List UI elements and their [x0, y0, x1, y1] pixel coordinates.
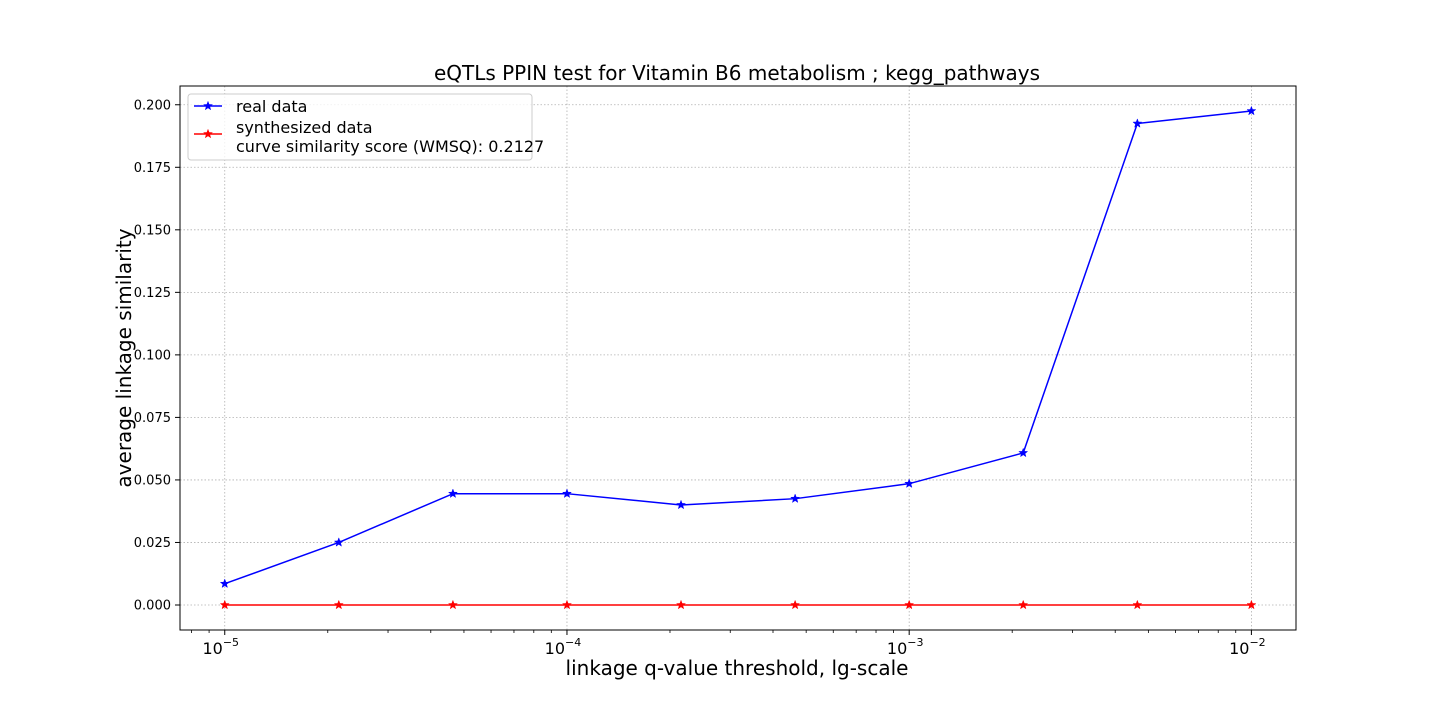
x-tick-label: 10−5 — [202, 636, 239, 658]
legend-box — [187, 93, 533, 161]
y-tick-label: 0.025 — [134, 536, 171, 551]
y-axis-label: average linkage similarity — [112, 228, 136, 487]
x-tick-label: 10−4 — [545, 636, 582, 658]
data-point — [1246, 105, 1257, 116]
x-tick-base: 10 — [202, 639, 222, 658]
series-1 — [219, 599, 1257, 610]
data-point — [447, 599, 458, 610]
data-point — [790, 599, 801, 610]
x-tick-exponent: −5 — [223, 636, 239, 649]
x-axis-label: linkage q-value threshold, lg-scale — [566, 656, 909, 680]
y-tick-label: 0.000 — [134, 598, 171, 613]
x-tick-label: 10−2 — [1229, 636, 1266, 658]
legend-label: real data — [236, 97, 307, 116]
legend-entry: real data — [194, 97, 307, 116]
x-tick-exponent: −4 — [565, 636, 581, 649]
y-axis: 0.000 0.025 0.050 0.075 0.100 0.125 0.150 0.175… — [134, 98, 180, 613]
x-tick-base: 10 — [887, 639, 907, 658]
y-tick-label: 0.150 — [134, 223, 171, 238]
series-0 — [219, 105, 1257, 589]
legend-marker — [202, 100, 214, 111]
data-point — [1018, 599, 1029, 610]
x-tick-base: 10 — [1229, 639, 1249, 658]
data-point — [904, 478, 915, 488]
data-point — [790, 493, 801, 504]
data-point — [1018, 447, 1029, 458]
data-point — [219, 599, 230, 610]
legend: real data synthesized data curve similarit… — [187, 93, 544, 161]
x-tick-base: 10 — [545, 639, 565, 658]
data-point — [904, 599, 915, 610]
chart-title: eQTLs PPIN test for Vitamin B6 metabolis… — [434, 61, 1040, 85]
data-point — [1246, 599, 1257, 610]
legend-label-line: curve similarity score (WMSQ): 0.2127 — [236, 137, 544, 156]
data-point — [447, 488, 458, 499]
series-line — [224, 110, 1252, 585]
data-point — [561, 599, 573, 610]
data-point — [333, 537, 344, 547]
x-axis: 10−5 10−4 10−3 10−2 — [191, 630, 1266, 658]
x-tick-exponent: −3 — [907, 636, 923, 649]
plot-frame — [179, 85, 1297, 631]
legend-entry: synthesized data curve similarity score (… — [194, 118, 544, 156]
series-layer — [219, 105, 1257, 610]
y-tick-label: 0.050 — [134, 473, 171, 488]
y-tick-label: 0.125 — [134, 286, 171, 301]
y-tick-label: 0.100 — [134, 348, 171, 363]
y-tick-label: 0.075 — [134, 411, 171, 426]
legend-label: synthesized data curve similarity score (… — [236, 118, 544, 156]
legend-marker — [202, 128, 214, 139]
y-tick-label: 0.200 — [134, 98, 171, 113]
x-tick-exponent: −2 — [1249, 636, 1265, 649]
x-tick-label: 10−3 — [887, 636, 924, 658]
grid — [180, 86, 1296, 630]
data-point — [561, 488, 573, 499]
y-tick-label: 0.175 — [134, 161, 171, 176]
data-point — [219, 578, 230, 589]
legend-label-line: real data — [236, 97, 307, 116]
legend-label-line: synthesized data — [236, 118, 373, 137]
data-point — [333, 599, 344, 610]
data-point — [675, 599, 687, 610]
data-point — [1132, 599, 1143, 610]
data-point — [1132, 118, 1143, 128]
data-point — [675, 499, 687, 510]
